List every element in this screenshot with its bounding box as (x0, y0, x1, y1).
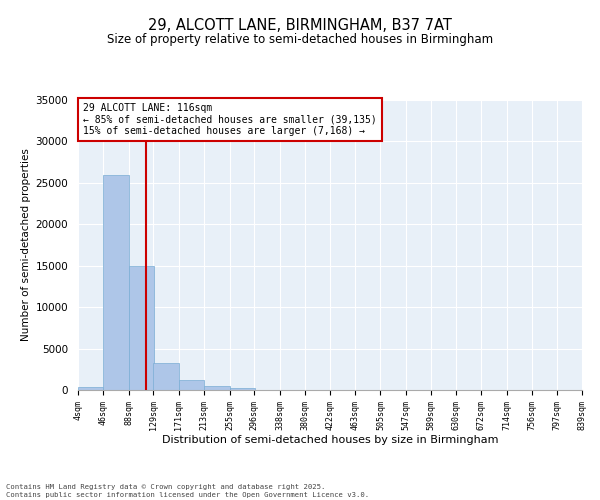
X-axis label: Distribution of semi-detached houses by size in Birmingham: Distribution of semi-detached houses by … (162, 436, 498, 446)
Bar (204, 386, 230, 390)
Bar (179, 380, 204, 390)
Bar (154, 364, 179, 390)
Bar (103, 174, 129, 390)
Bar (230, 388, 255, 390)
Text: 29, ALCOTT LANE, BIRMINGHAM, B37 7AT: 29, ALCOTT LANE, BIRMINGHAM, B37 7AT (148, 18, 452, 32)
Bar (78, 386, 103, 390)
Y-axis label: Number of semi-detached properties: Number of semi-detached properties (22, 148, 31, 342)
Text: Size of property relative to semi-detached houses in Birmingham: Size of property relative to semi-detach… (107, 32, 493, 46)
Text: Contains HM Land Registry data © Crown copyright and database right 2025.
Contai: Contains HM Land Registry data © Crown c… (6, 484, 369, 498)
Bar (129, 266, 154, 390)
Text: 29 ALCOTT LANE: 116sqm
← 85% of semi-detached houses are smaller (39,135)
15% of: 29 ALCOTT LANE: 116sqm ← 85% of semi-det… (83, 103, 377, 136)
